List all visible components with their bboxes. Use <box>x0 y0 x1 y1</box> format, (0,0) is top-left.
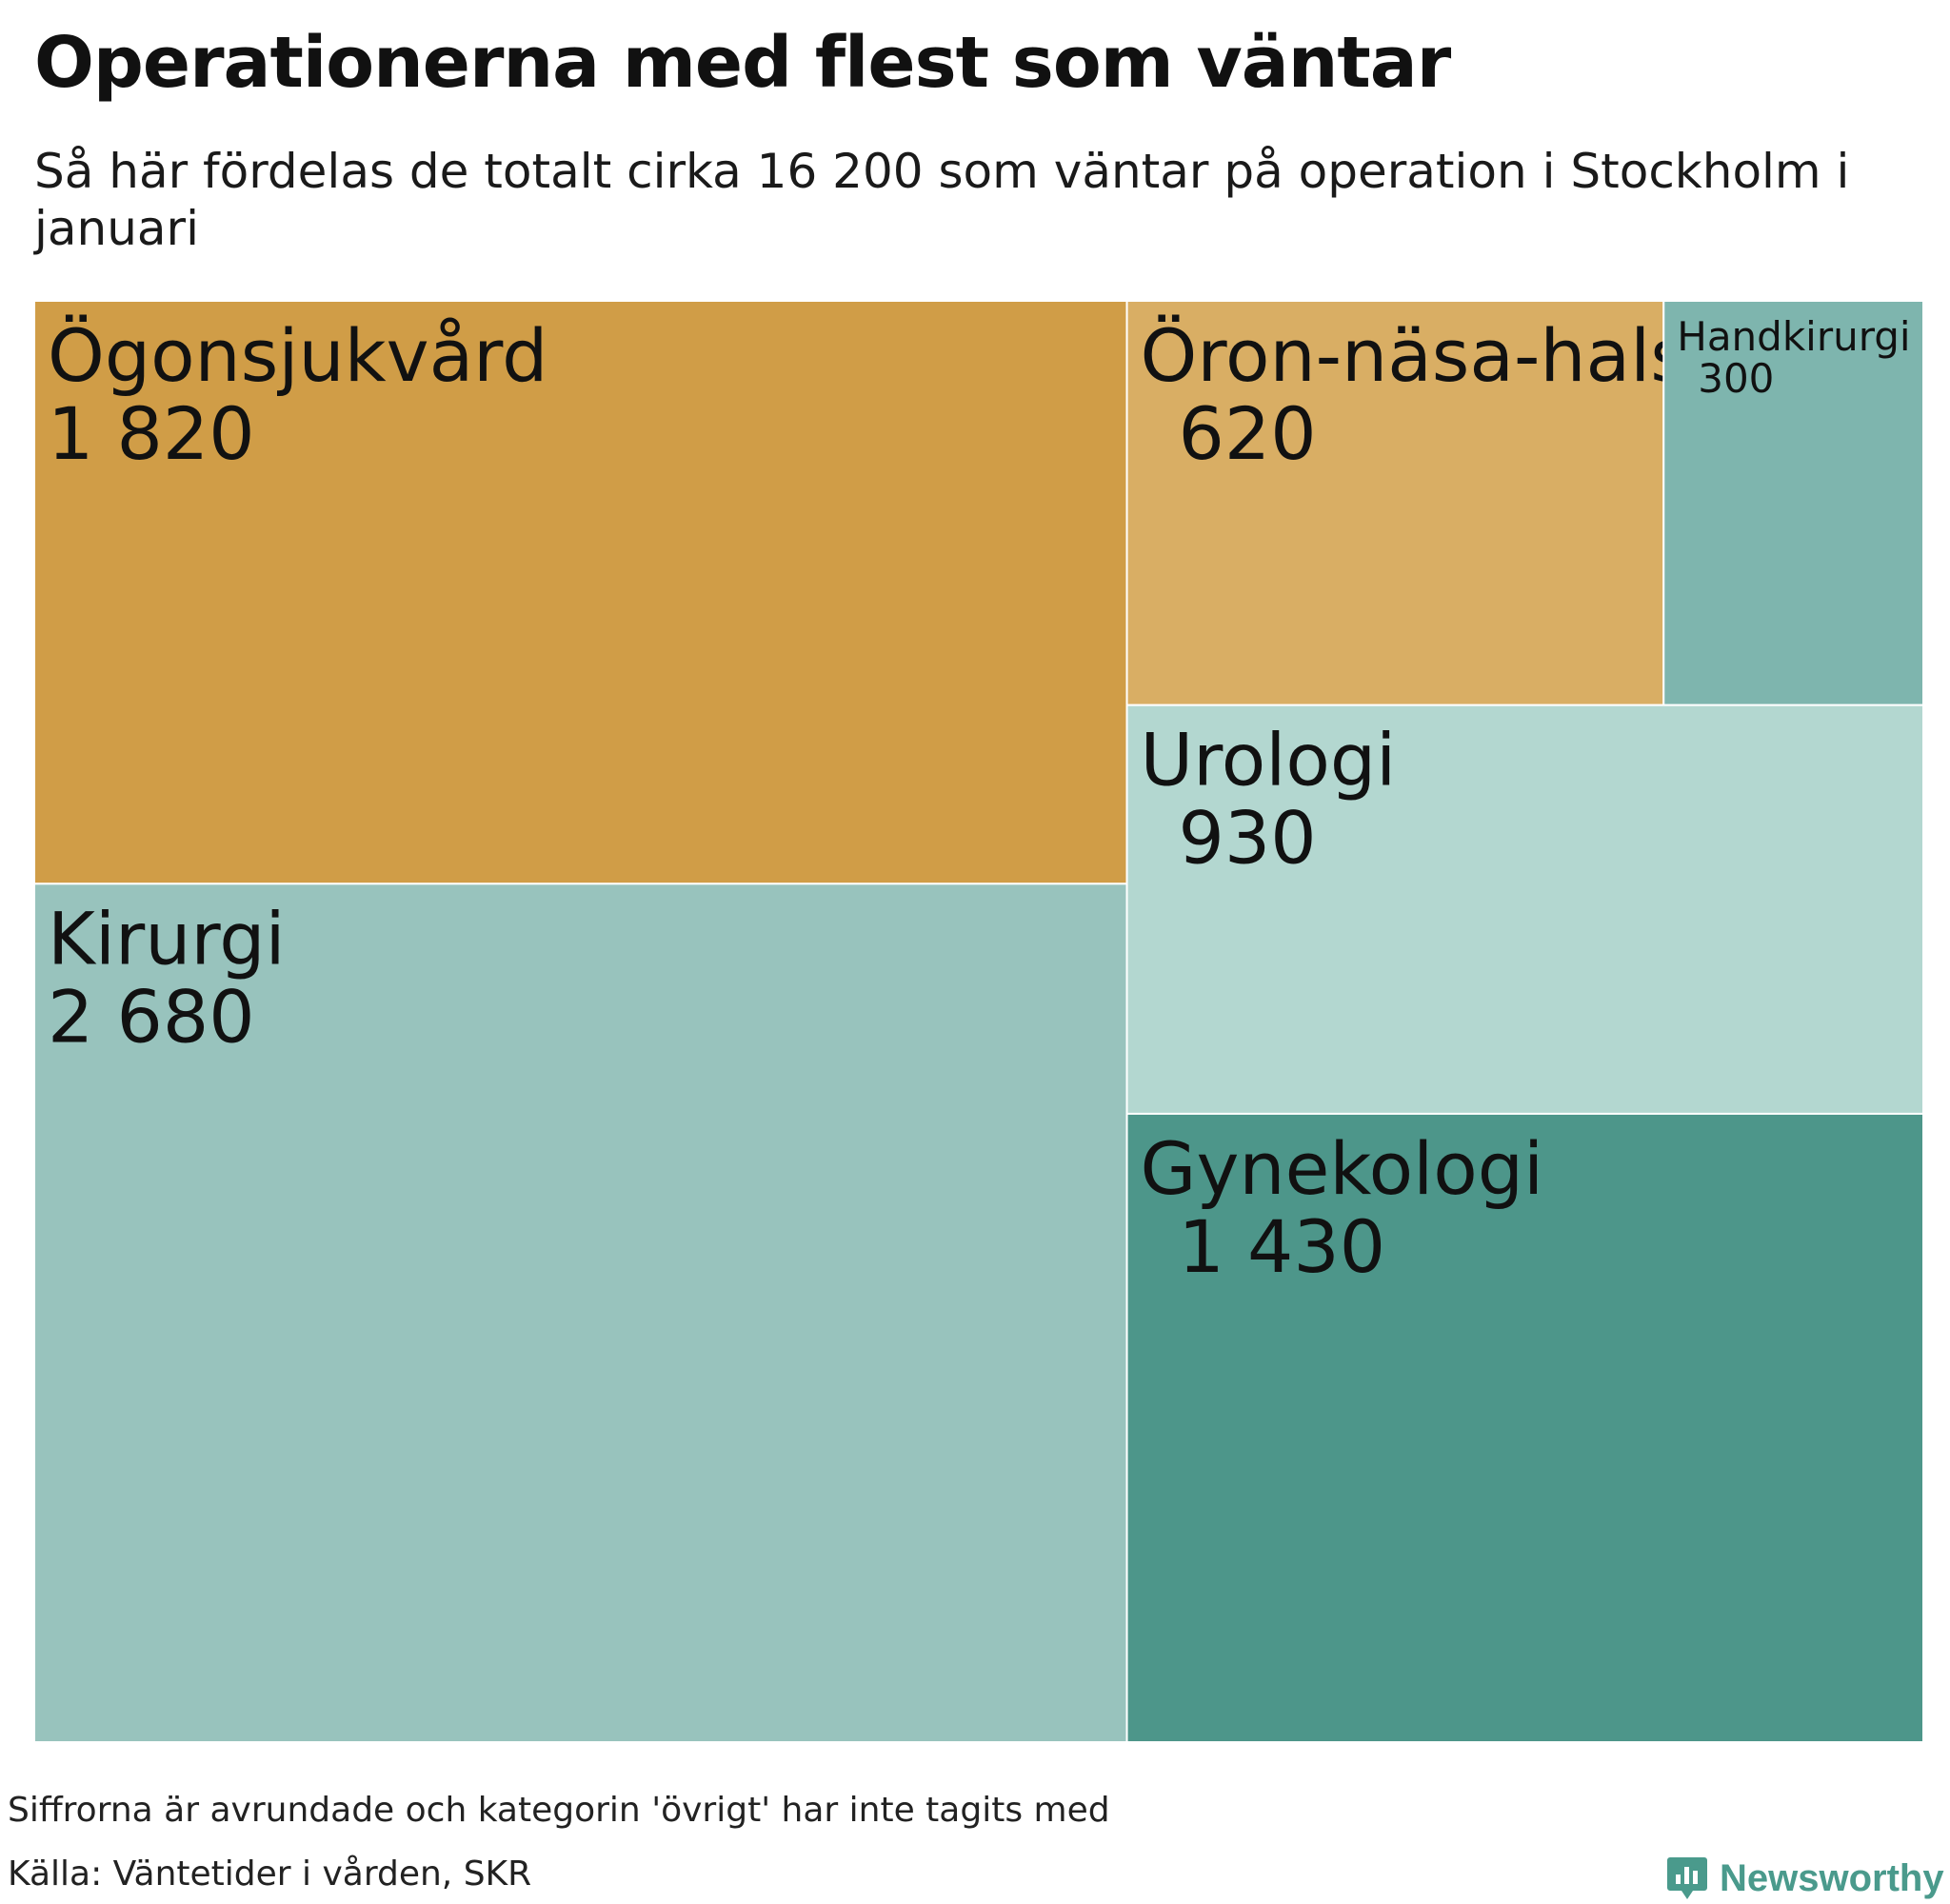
chart-title: Operationerna med flest som väntar <box>34 22 1451 104</box>
treemap-value-oron-nasa-hals: 620 <box>1179 391 1317 476</box>
treemap-rect-oron-nasa-hals <box>1125 300 1665 706</box>
footnote: Siffrorna är avrundade och kategorin 'öv… <box>8 1791 1110 1830</box>
treemap-value-urologi: 930 <box>1179 796 1317 881</box>
treemap-value-gynekologi: 1 430 <box>1179 1204 1386 1289</box>
treemap-rect-gynekologi <box>1125 1112 1924 1744</box>
brand-logo: Newsworthy <box>1666 1854 1944 1902</box>
chart-subtitle: Så här fördelas de totalt cirka 16 200 s… <box>34 144 1850 256</box>
treemap-label-kirurgi: Kirurgi <box>48 896 286 981</box>
source-text: Källa: Väntetider i vården, SKR <box>8 1854 532 1894</box>
treemap-label-handkirurgi: Handkirurgi <box>1677 313 1910 360</box>
brand-name: Newsworthy <box>1720 1856 1944 1899</box>
newsworthy-logo-icon <box>1667 1857 1707 1899</box>
treemap-rect-urologi <box>1125 704 1924 1115</box>
treemap-value-handkirurgi: 300 <box>1698 355 1774 402</box>
treemap-label-ogonsjukvard: Ögonsjukvård <box>48 313 547 398</box>
treemap-rect-kirurgi <box>33 883 1128 1743</box>
treemap-value-kirurgi: 2 680 <box>48 974 255 1059</box>
treemap-label-urologi: Urologi <box>1141 718 1397 803</box>
treemap-label-oron-nasa-hals: Öron-näsa-hals <box>1141 313 1688 398</box>
treemap-value-ogonsjukvard: 1 820 <box>48 391 255 476</box>
treemap-label-gynekologi: Gynekologi <box>1141 1126 1544 1211</box>
